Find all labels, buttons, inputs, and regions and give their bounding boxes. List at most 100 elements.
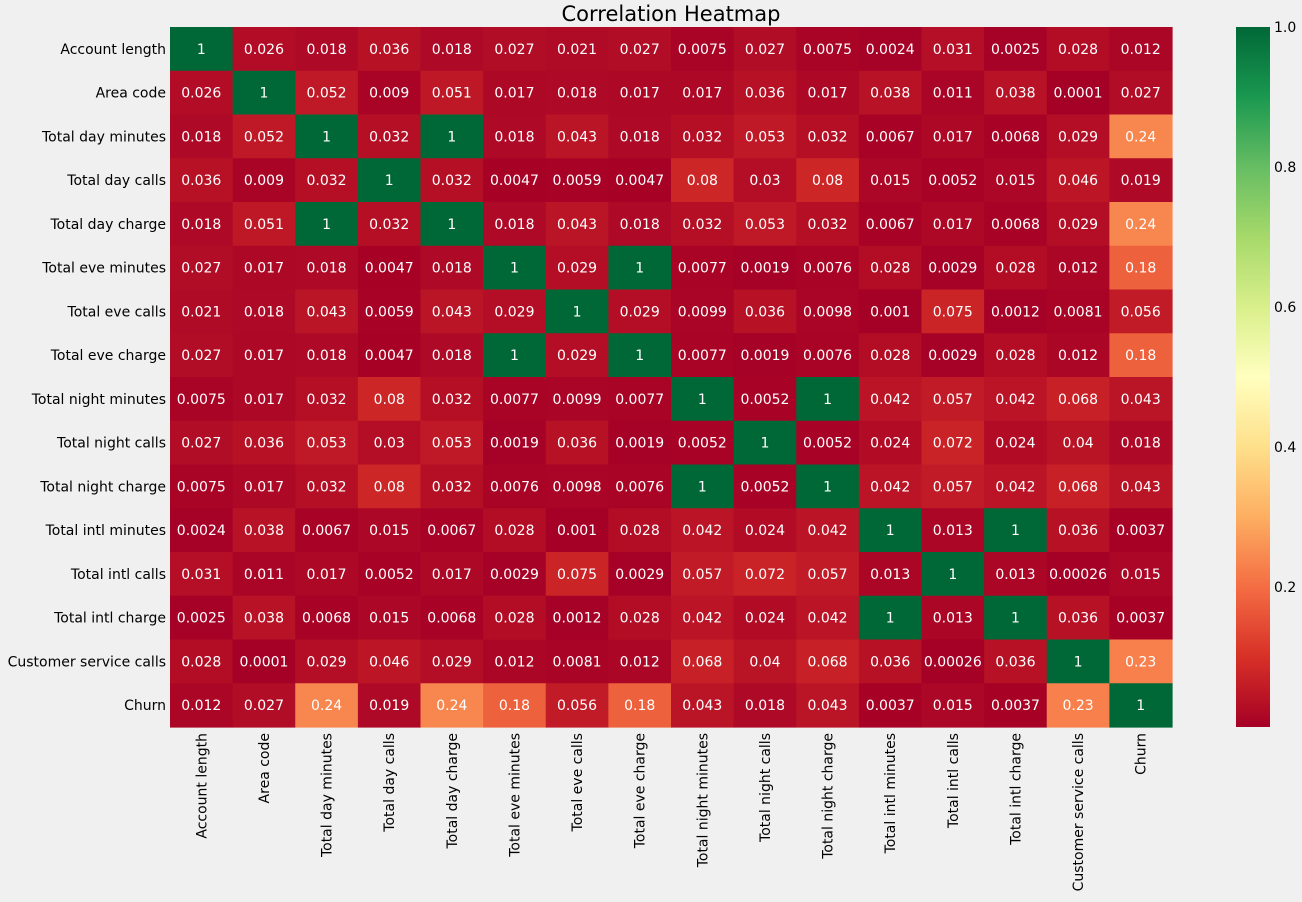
heatmap-cell <box>733 202 797 247</box>
heatmap-cell <box>357 683 422 728</box>
heatmap-cell <box>1109 508 1173 553</box>
cell-value-label: 0.0025 <box>991 42 1040 58</box>
cell-value-label: 0.052 <box>244 129 284 145</box>
heatmap-cell <box>170 639 234 684</box>
heatmap-cell <box>608 683 672 728</box>
heatmap-cell <box>858 289 923 334</box>
cell-value-label: 0.015 <box>995 173 1035 189</box>
cell-value-label: 1 <box>197 42 206 58</box>
heatmap-cell <box>545 508 609 553</box>
cell-value-label: 0.028 <box>181 654 221 670</box>
heatmap-cell <box>232 377 296 422</box>
heatmap-cell <box>295 464 359 509</box>
cell-value-label: 0.0029 <box>928 261 977 277</box>
cell-value-label: 0.042 <box>870 392 910 408</box>
heatmap-cell <box>232 27 296 72</box>
x-tick-label: Total day minutes <box>320 733 336 858</box>
cell-value-label: 0.042 <box>995 392 1035 408</box>
heatmap-cell <box>796 289 860 334</box>
heatmap-cell <box>1109 202 1173 247</box>
x-tick-label: Account length <box>194 733 210 839</box>
cell-value-label: 0.0019 <box>615 436 664 452</box>
cell-value-label: 0.018 <box>1121 436 1161 452</box>
cell-value-label: 0.036 <box>181 173 221 189</box>
heatmap-cell <box>984 70 1048 116</box>
cell-value-label: 0.027 <box>745 42 785 58</box>
cell-value-label: 1 <box>510 261 519 277</box>
heatmap-cell <box>1109 683 1173 728</box>
heatmap-cell <box>671 595 735 641</box>
heatmap-cell <box>1046 70 1110 116</box>
cell-value-label: 0.027 <box>244 698 284 714</box>
cell-value-label: 0.03 <box>374 436 405 452</box>
cell-value-label: 0.032 <box>307 173 347 189</box>
cell-value-label: 0.026 <box>181 86 221 102</box>
heatmap-cell <box>671 27 735 72</box>
cell-value-label: 0.032 <box>369 217 409 233</box>
heatmap-cell <box>545 683 609 728</box>
y-tick-label: Total eve charge <box>50 348 166 364</box>
heatmap-cell <box>921 27 985 72</box>
heatmap-cell <box>733 377 797 422</box>
heatmap-cell <box>1109 552 1173 597</box>
cell-value-label: 0.056 <box>1121 304 1161 320</box>
heatmap-cell <box>984 114 1048 159</box>
heatmap-cell <box>858 552 923 597</box>
heatmap-cell <box>608 70 672 116</box>
cell-labels-layer: 1 0.026 0.018 0.036 0.018 0.027 0.021 0.027 0.00… <box>177 42 1165 714</box>
cell-value-label: 0.0067 <box>866 129 915 145</box>
cell-value-label: 1 <box>698 479 707 495</box>
heatmap-cell <box>608 114 672 159</box>
cell-value-label: 0.0067 <box>427 523 476 539</box>
heatmap-cell <box>858 639 923 684</box>
x-tick-label: Total intl calls <box>946 733 962 829</box>
y-tick-label: Total intl charge <box>53 611 166 627</box>
cell-value-label: 0.009 <box>369 86 409 102</box>
cell-value-label: 0.027 <box>620 42 660 58</box>
cell-value-label: 0.011 <box>933 86 973 102</box>
cell-value-label: 0.0067 <box>866 217 915 233</box>
cell-value-label: 0.075 <box>933 304 973 320</box>
cell-value-label: 0.012 <box>181 698 221 714</box>
heatmap-cell <box>796 70 860 116</box>
heatmap-cell <box>796 377 860 422</box>
heatmap-cell <box>733 552 797 597</box>
heatmap-cell <box>796 333 860 378</box>
cell-value-label: 0.18 <box>499 698 530 714</box>
cell-value-label: 0.0037 <box>1116 523 1165 539</box>
cell-value-label: 0.027 <box>181 348 221 364</box>
cell-value-label: 0.011 <box>244 567 284 583</box>
cell-value-label: 0.043 <box>557 129 597 145</box>
x-tick-label: Total intl charge <box>1008 733 1024 846</box>
heatmap-cell <box>420 595 484 641</box>
cell-value-label: 0.043 <box>682 698 722 714</box>
cell-value-label: 0.0029 <box>928 348 977 364</box>
cell-value-label: 0.027 <box>1121 86 1161 102</box>
heatmap-cell <box>1046 377 1110 422</box>
heatmap-cell <box>858 202 923 247</box>
heatmap-cell <box>796 595 860 641</box>
heatmap-cell <box>420 158 484 203</box>
cell-value-label: 1 <box>948 567 957 583</box>
cell-value-label: 0.031 <box>933 42 973 58</box>
heatmap-cell <box>733 289 797 334</box>
heatmap-cell <box>545 245 609 291</box>
cell-value-label: 0.0081 <box>553 654 602 670</box>
heatmap-cell <box>420 639 484 684</box>
heatmap-cell <box>796 508 860 553</box>
cell-value-label: 0.0001 <box>1054 86 1103 102</box>
cell-value-label: 0.018 <box>620 129 660 145</box>
cell-value-label: 1 <box>823 479 832 495</box>
cell-value-label: 0.012 <box>1058 348 1098 364</box>
cell-value-label: 1 <box>510 348 519 364</box>
heatmap-cell <box>545 377 609 422</box>
y-tick-label: Total night calls <box>56 436 166 452</box>
cell-value-label: 0.0037 <box>866 698 915 714</box>
heatmap-cell <box>170 27 234 72</box>
heatmap-cell <box>608 245 672 291</box>
cell-value-label: 0.0077 <box>678 348 727 364</box>
heatmap-cell <box>921 245 985 291</box>
heatmap-cell <box>483 333 547 378</box>
cell-value-label: 0.017 <box>307 567 347 583</box>
cell-value-label: 0.0068 <box>991 217 1040 233</box>
